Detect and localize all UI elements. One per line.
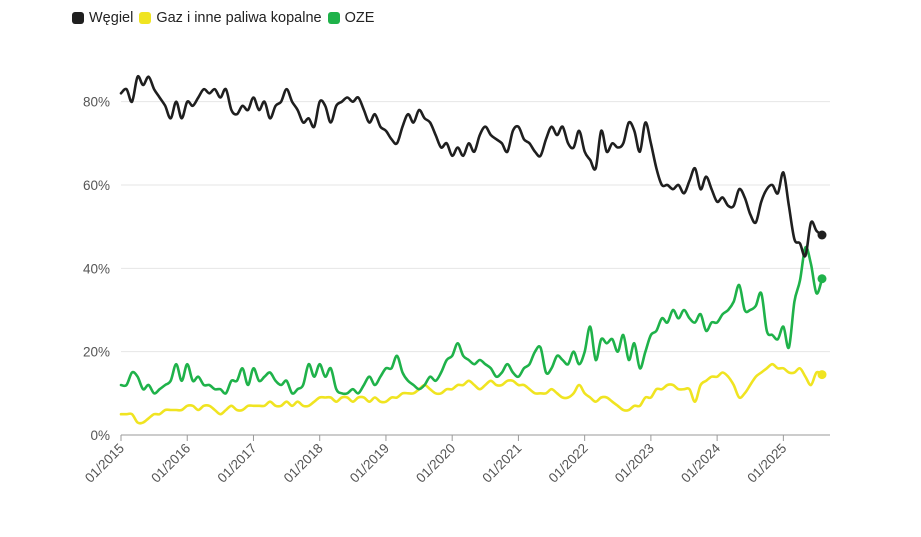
x-tick-label: 01/2020 (413, 441, 458, 486)
x-tick-label: 01/2016 (148, 441, 193, 486)
x-tick-label: 01/2017 (214, 441, 259, 486)
series-line-wegiel[interactable] (119, 74, 824, 258)
y-tick-labels: 0% 20% 40% 60% 80% (83, 95, 110, 443)
series-line-gaz[interactable] (119, 362, 824, 425)
y-tick-label: 20% (83, 345, 110, 360)
series-end-markers (817, 230, 827, 380)
legend-swatch-gaz (139, 12, 152, 24)
end-marker-gaz[interactable] (817, 370, 827, 380)
x-tick-label: 01/2025 (744, 441, 789, 486)
legend-label-oze: OZE (344, 10, 375, 26)
x-tick-label: 01/2018 (281, 441, 326, 486)
legend-item-oze[interactable]: OZE (327, 10, 375, 26)
x-tick-label: 01/2015 (82, 441, 127, 486)
x-tick-label: 01/2021 (479, 441, 524, 486)
x-tick-label: 01/2019 (347, 441, 392, 486)
chart-legend: Węgiel Gaz i inne paliwa kopalne OZE (72, 10, 380, 26)
x-tick-label: 01/2022 (546, 441, 591, 486)
y-tick-label: 0% (90, 428, 110, 443)
legend-label-wegiel: Węgiel (89, 10, 134, 26)
legend-label-gaz: Gaz i inne paliwa kopalne (156, 10, 322, 26)
axes (120, 434, 830, 441)
x-tick-label: 01/2024 (678, 440, 723, 485)
grid-lines (121, 101, 830, 353)
end-marker-oze[interactable] (817, 274, 827, 284)
x-tick-labels: 01/2015 01/2016 01/2017 01/2018 01/2019 01/20… (82, 440, 789, 485)
y-tick-label: 80% (83, 95, 110, 110)
series-line-oze[interactable] (119, 245, 824, 396)
y-tick-label: 60% (83, 178, 110, 193)
end-marker-wegiel[interactable] (817, 230, 827, 240)
legend-item-wegiel[interactable]: Węgiel (72, 10, 133, 26)
series-lines (119, 74, 824, 425)
y-tick-label: 40% (83, 261, 110, 276)
legend-swatch-oze (327, 12, 340, 24)
legend-swatch-wegiel (72, 12, 84, 24)
x-tick-label: 01/2023 (612, 441, 657, 486)
legend-item-gaz[interactable]: Gaz i inne paliwa kopalne (139, 10, 322, 26)
